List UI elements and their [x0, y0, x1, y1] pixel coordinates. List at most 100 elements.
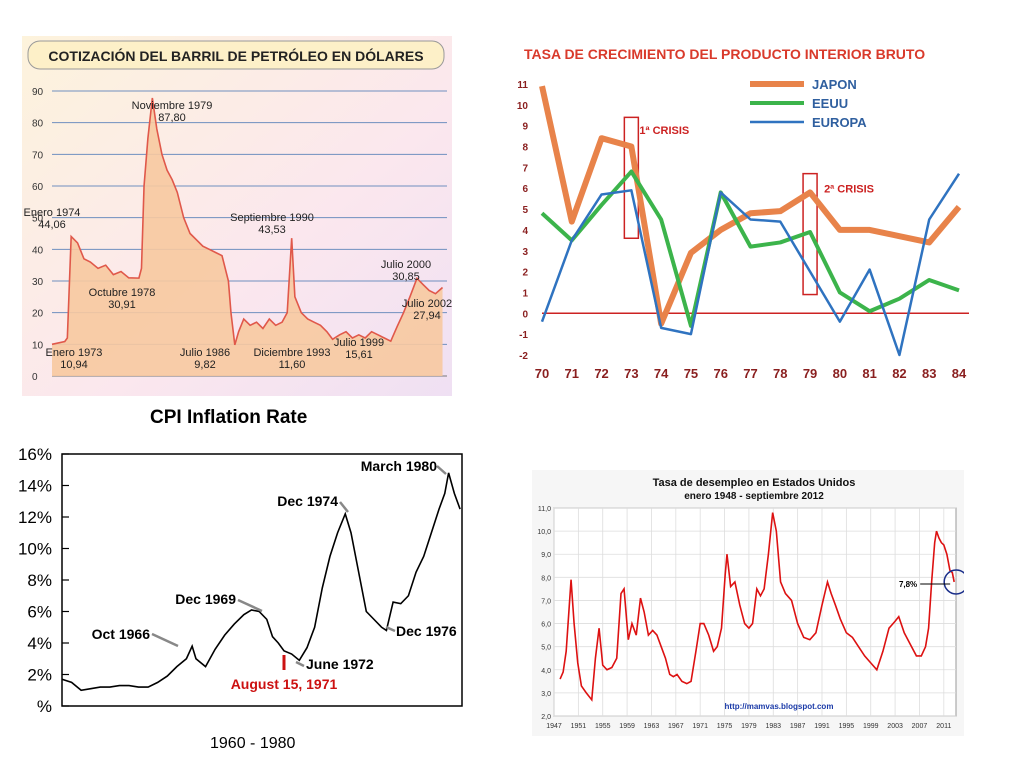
oil-annotation-label: Julio 2002 — [402, 298, 452, 310]
gdp-x-tick: 74 — [654, 366, 669, 381]
gdp-x-tick: 83 — [922, 366, 936, 381]
oil-y-tick: 0 — [32, 372, 38, 383]
crisis-label-2: 2ª CRISIS — [824, 183, 874, 195]
oil-price-svg: COTIZACIÓN DEL BARRIL DE PETRÓLEO EN DÓL… — [22, 36, 452, 396]
cpi-annotation-pointer — [237, 598, 263, 613]
unemployment-x-tick: 1999 — [863, 723, 879, 730]
oil-annotation-label: Julio 2000 — [381, 259, 431, 271]
oil-annotation-value: 43,53 — [258, 224, 286, 236]
unemployment-subtitle: enero 1948 - septiembre 2012 — [684, 491, 824, 502]
oil-annotation-label: Octubre 1978 — [89, 287, 156, 299]
unemployment-x-tick: 1983 — [765, 723, 781, 730]
unemployment-x-tick: 2007 — [912, 723, 928, 730]
unemployment-highlight-label: 7,8% — [899, 580, 917, 589]
oil-annotation-value: 10,94 — [60, 359, 88, 371]
cpi-inflation-line — [61, 472, 461, 692]
oil-annotation-label: Septiembre 1990 — [230, 212, 314, 224]
gdp-x-tick: 76 — [713, 366, 727, 381]
oil-y-tick: 70 — [32, 150, 44, 161]
oil-annotation-value: 44,06 — [38, 219, 66, 231]
unemployment-x-tick: 2011 — [936, 723, 951, 730]
unemployment-chart: Tasa de desempleo en Estados Unidos enero… — [532, 470, 969, 736]
cpi-annotation-pointer — [385, 625, 396, 633]
unemployment-y-tick: 11,0 — [538, 506, 551, 513]
gdp-x-tick: 84 — [952, 366, 967, 381]
unemployment-x-tick: 1979 — [741, 723, 757, 730]
oil-annotation-value: 27,94 — [413, 310, 441, 322]
gdp-x-tick: 79 — [803, 366, 817, 381]
gdp-y-tick: 2 — [522, 268, 528, 279]
unemployment-x-tick: 1951 — [571, 723, 587, 730]
gdp-y-tick: 6 — [522, 184, 528, 195]
unemployment-plot-frame — [553, 507, 957, 717]
crisis-label-1: 1ª CRISIS — [639, 125, 689, 137]
unemployment-x-tick: 1995 — [839, 723, 855, 730]
gdp-y-tick: 8 — [522, 143, 528, 154]
gdp-y-tick: -2 — [519, 351, 528, 362]
cpi-annotation-label: Dec 1976 — [396, 623, 457, 639]
gdp-title: TASA DE CRECIMIENTO DEL PRODUCTO INTERIO… — [524, 46, 925, 62]
gdp-legend-label: JAPON — [812, 77, 857, 92]
oil-y-tick: 90 — [32, 87, 44, 98]
oil-annotation-value: 30,85 — [392, 271, 420, 283]
gdp-x-tick: 75 — [684, 366, 698, 381]
gdp-y-tick: 9 — [522, 122, 528, 133]
gdp-y-tick: 7 — [522, 163, 528, 174]
gdp-legend-label: EUROPA — [812, 115, 867, 130]
unemployment-title: Tasa de desempleo en Estados Unidos — [653, 477, 856, 489]
unemployment-y-tick: 9,0 — [541, 552, 551, 559]
unemployment-x-tick: 1959 — [619, 723, 635, 730]
unemployment-y-tick: 5,0 — [541, 645, 551, 652]
gdp-x-tick: 72 — [594, 366, 608, 381]
oil-annotation-label: Noviembre 1979 — [132, 100, 213, 112]
cpi-inflation-svg: % 2% 4% 6% 8% 10% 12% 14% 16% Oct 1966 Dec 1969 Dec… — [18, 445, 463, 716]
gdp-x-tick: 82 — [892, 366, 906, 381]
unemployment-x-tick: 1991 — [814, 723, 830, 730]
cpi-y-tick: % — [37, 697, 52, 716]
cpi-annotation-pointer — [151, 632, 179, 648]
cpi-annotation-label: Dec 1974 — [277, 493, 338, 509]
cpi-annotation-label: Oct 1966 — [92, 626, 151, 642]
oil-y-tick: 30 — [32, 277, 44, 288]
unemployment-y-tick: 7,0 — [541, 598, 551, 605]
oil-y-tick: 40 — [32, 245, 44, 256]
gdp-legend-label: EEUU — [812, 96, 848, 111]
gdp-x-tick: 71 — [565, 366, 579, 381]
cpi-y-tick: 6% — [27, 603, 52, 622]
oil-title-box — [27, 40, 445, 70]
cpi-y-tick: 8% — [27, 571, 52, 590]
gdp-x-tick: 77 — [743, 366, 757, 381]
cpi-y-tick: 12% — [18, 508, 52, 527]
unemployment-y-tick: 8,0 — [541, 575, 551, 582]
oil-title: COTIZACIÓN DEL BARRIL DE PETRÓLEO EN DÓL… — [48, 47, 423, 64]
cpi-y-tick: 4% — [27, 634, 52, 653]
cpi-inflation-chart: % 2% 4% 6% 8% 10% 12% 14% 16% Oct 1966 Dec 1969 Dec… — [0, 440, 470, 740]
cpi-x-axis-label: 1960 - 1980 — [210, 735, 296, 752]
gdp-y-tick: 3 — [522, 247, 528, 258]
oil-annotation-label: Enero 1973 — [46, 347, 103, 359]
oil-annotation-value: 9,82 — [194, 359, 215, 371]
gdp-series-line-japon — [539, 85, 962, 327]
cpi-y-tick: 2% — [27, 666, 52, 685]
gdp-x-tick: 80 — [833, 366, 847, 381]
oil-annotation-value: 30,91 — [108, 299, 136, 311]
oil-y-tick: 10 — [32, 340, 44, 351]
unemployment-x-tick: 1955 — [595, 723, 611, 730]
cpi-annotation-label: June 1972 — [306, 656, 374, 672]
unemployment-y-tick: 6,0 — [541, 622, 551, 629]
unemployment-x-tick: 1967 — [668, 723, 684, 730]
gdp-y-tick: 10 — [517, 101, 529, 112]
gdp-series-line-europa — [540, 172, 961, 357]
cpi-annotation-pointer — [295, 660, 305, 668]
unemployment-x-tick: 1963 — [644, 723, 660, 730]
oil-y-tick: 80 — [32, 119, 44, 130]
gdp-y-tick: 0 — [522, 309, 528, 320]
gdp-growth-svg: TASA DE CRECIMIENTO DEL PRODUCTO INTERIO… — [517, 46, 969, 381]
oil-annotation-value: 11,60 — [279, 359, 306, 371]
unemployment-line — [559, 512, 955, 702]
oil-y-tick: 60 — [32, 182, 44, 193]
gdp-y-tick: 11 — [517, 80, 528, 91]
unemployment-x-tick: 1987 — [790, 723, 806, 730]
gdp-y-tick: 5 — [522, 205, 528, 216]
gdp-growth-chart: TASA DE CRECIMIENTO DEL PRODUCTO INTERIO… — [514, 40, 984, 390]
